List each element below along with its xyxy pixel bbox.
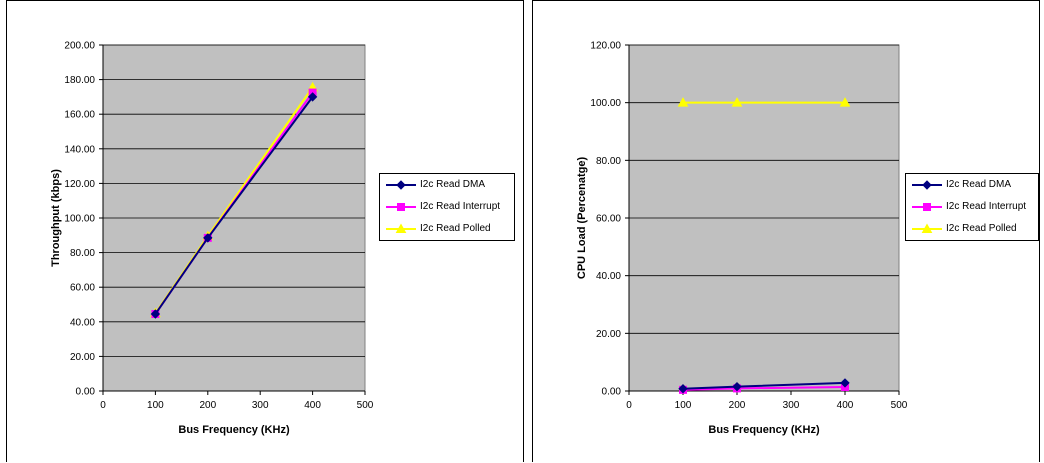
y-tick-label: 120.00 bbox=[590, 41, 621, 52]
series-i2c-read-dma bbox=[678, 378, 850, 394]
y-tick-label: 140.00 bbox=[64, 144, 95, 155]
y-tick-label: 80.00 bbox=[596, 156, 621, 167]
data-point bbox=[307, 92, 318, 102]
cpu-load-chart: 0.00 20.00 40.00 60.00 80.00 100.00 120.00 0 100… bbox=[576, 41, 908, 437]
series-i2c-read-polled bbox=[677, 97, 851, 107]
legend-item-polled: I2c Read Polled bbox=[906, 218, 1038, 240]
legend-marker bbox=[395, 223, 407, 233]
legend-polled-label: I2c Read Polled bbox=[420, 223, 491, 234]
y-axis-title: Throughput (kbps) bbox=[50, 169, 62, 267]
legend-item-dma: I2c Read DMA bbox=[906, 174, 1038, 196]
data-point bbox=[839, 97, 851, 107]
legend-marker bbox=[396, 180, 406, 190]
legend-interrupt-label: I2c Read Interrupt bbox=[946, 201, 1027, 212]
y-tick-label: 60.00 bbox=[596, 214, 621, 225]
x-axis-title: Bus Frequency (KHz) bbox=[178, 424, 290, 436]
y-tick-label: 0.00 bbox=[76, 387, 96, 398]
data-point bbox=[840, 378, 850, 388]
x-tick-label: 500 bbox=[891, 400, 908, 411]
x-tick-label: 300 bbox=[783, 400, 800, 411]
y-tick-label: 20.00 bbox=[596, 329, 621, 340]
y-tick-label: 200.00 bbox=[64, 41, 95, 52]
y-tick-label: 60.00 bbox=[70, 283, 95, 294]
x-tick-label: 500 bbox=[357, 400, 374, 411]
x-tick-label: 200 bbox=[729, 400, 746, 411]
legend-interrupt-swatch bbox=[386, 203, 416, 211]
legend-marker bbox=[921, 223, 933, 233]
x-tick-label: 200 bbox=[199, 400, 216, 411]
y-tick-label: 0.00 bbox=[602, 387, 622, 398]
data-point bbox=[677, 97, 689, 107]
x-tick-label: 400 bbox=[304, 400, 321, 411]
data-point bbox=[731, 97, 743, 107]
legend-marker bbox=[923, 203, 931, 211]
legend-dma-label: I2c Read DMA bbox=[946, 179, 1012, 190]
throughput-chart: 0.00 20.00 40.00 60.00 80.00 100.00 120.00 140.… bbox=[50, 41, 374, 437]
y-tick-label: 20.00 bbox=[70, 352, 95, 363]
x-tick-label: 0 bbox=[100, 400, 106, 411]
cpu-load-chart-panel: 0.00 20.00 40.00 60.00 80.00 100.00 120.00 0 100… bbox=[532, 0, 1040, 462]
y-tick-label: 40.00 bbox=[596, 271, 621, 282]
legend-interrupt-label: I2c Read Interrupt bbox=[420, 201, 501, 212]
legend-marker bbox=[397, 203, 405, 211]
data-point bbox=[150, 309, 161, 319]
y-tick-label: 40.00 bbox=[70, 317, 95, 328]
legend-item-polled: I2c Read Polled bbox=[380, 218, 514, 240]
x-tick-label: 100 bbox=[147, 400, 164, 411]
legend-polled-swatch bbox=[386, 223, 416, 233]
y-tick-label: 180.00 bbox=[64, 75, 95, 86]
cpu-load-legend: I2c Read DMA I2c Read Interrupt I2c Read… bbox=[905, 173, 1039, 241]
y-tick-label: 100.00 bbox=[590, 98, 621, 109]
x-axis-title: Bus Frequency (KHz) bbox=[708, 424, 820, 436]
y-axis-title: CPU Load (Percenatge) bbox=[576, 157, 588, 280]
legend-interrupt-swatch bbox=[912, 203, 942, 211]
y-tick-label: 160.00 bbox=[64, 110, 95, 121]
x-tick-label: 300 bbox=[252, 400, 269, 411]
x-tick-label: 100 bbox=[675, 400, 692, 411]
series-i2c-read-dma bbox=[150, 92, 318, 319]
legend-item-interrupt: I2c Read Interrupt bbox=[906, 196, 1038, 218]
x-tick-label: 0 bbox=[626, 400, 632, 411]
data-point bbox=[678, 383, 688, 394]
legend-dma-label: I2c Read DMA bbox=[420, 179, 486, 190]
legend-dma-swatch bbox=[386, 180, 416, 190]
throughput-legend: I2c Read DMA I2c Read Interrupt I2c Read… bbox=[379, 173, 515, 241]
legend-marker bbox=[922, 180, 932, 190]
throughput-chart-panel: 0.00 20.00 40.00 60.00 80.00 100.00 120.00 140.… bbox=[6, 0, 524, 462]
legend-item-dma: I2c Read DMA bbox=[380, 174, 514, 196]
legend-item-interrupt: I2c Read Interrupt bbox=[380, 196, 514, 218]
data-point bbox=[203, 233, 213, 243]
legend-polled-swatch bbox=[912, 223, 942, 233]
y-tick-label: 100.00 bbox=[64, 214, 95, 225]
y-tick-label: 80.00 bbox=[70, 248, 95, 259]
x-tick-label: 400 bbox=[837, 400, 854, 411]
legend-polled-label: I2c Read Polled bbox=[946, 223, 1017, 234]
legend-dma-swatch bbox=[912, 180, 942, 190]
y-tick-label: 120.00 bbox=[64, 179, 95, 190]
data-point bbox=[732, 381, 742, 392]
